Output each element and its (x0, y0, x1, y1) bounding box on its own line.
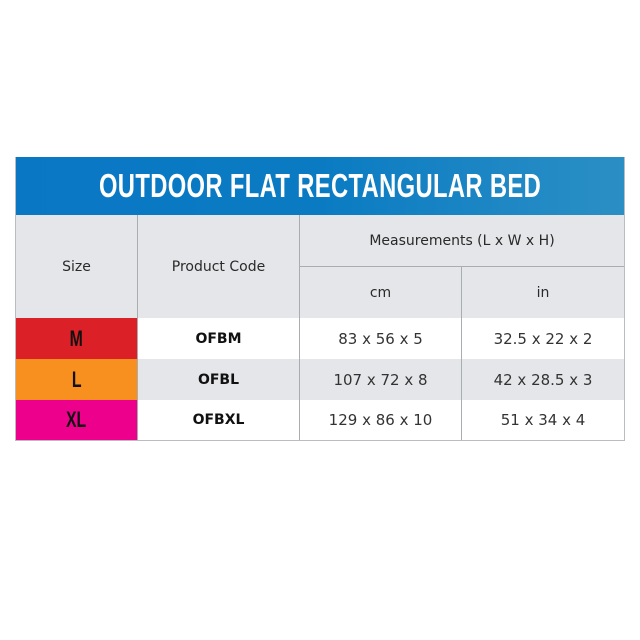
in-value: 32.5 x 22 x 2 (493, 329, 593, 348)
size-chart-table (15, 157, 625, 441)
size-label: XL (66, 407, 87, 432)
header-cm-label: cm (369, 284, 392, 301)
divider (461, 266, 462, 440)
in-cell: 42 x 28.5 x 3 (462, 359, 624, 400)
size-label: L (71, 366, 82, 392)
product-code-cell: OFBXL (138, 400, 299, 440)
in-cell: 51 x 34 x 4 (462, 400, 624, 440)
header-in: in (462, 267, 624, 318)
header-product-code-label: Product Code (171, 258, 266, 275)
size-label: M (69, 325, 84, 351)
cm-value: 107 x 72 x 8 (333, 370, 428, 389)
in-value: 42 x 28.5 x 3 (493, 370, 593, 389)
divider (137, 215, 138, 440)
size-badge-m: M (16, 318, 137, 359)
cm-cell: 129 x 86 x 10 (300, 400, 461, 440)
cm-value: 83 x 56 x 5 (338, 329, 423, 348)
product-code: OFBM (195, 330, 242, 347)
header-size-label: Size (62, 258, 91, 275)
cm-cell: 107 x 72 x 8 (300, 359, 461, 400)
product-code: OFBL (197, 371, 240, 388)
header-cm: cm (300, 267, 461, 318)
product-code-cell: OFBL (138, 359, 299, 400)
cm-cell: 83 x 56 x 5 (300, 318, 461, 359)
in-value: 51 x 34 x 4 (500, 411, 586, 429)
size-badge-l: L (16, 359, 137, 400)
header-measurements: Measurements (L x W x H) (300, 215, 624, 266)
product-code-cell: OFBM (138, 318, 299, 359)
header-product-code: Product Code (138, 215, 299, 318)
in-cell: 32.5 x 22 x 2 (462, 318, 624, 359)
header-in-label: in (536, 284, 550, 301)
header-size: Size (16, 215, 137, 318)
header-measurements-label: Measurements (L x W x H) (369, 232, 555, 249)
product-code: OFBXL (192, 412, 245, 428)
divider (299, 215, 300, 440)
divider (300, 266, 624, 267)
table-title-bar: OUTDOOR FLAT RECTANGULAR BED (15, 157, 625, 215)
table-title: OUTDOOR FLAT RECTANGULAR BED (98, 167, 542, 204)
cm-value: 129 x 86 x 10 (328, 411, 433, 429)
size-badge-xl: XL (16, 400, 137, 440)
